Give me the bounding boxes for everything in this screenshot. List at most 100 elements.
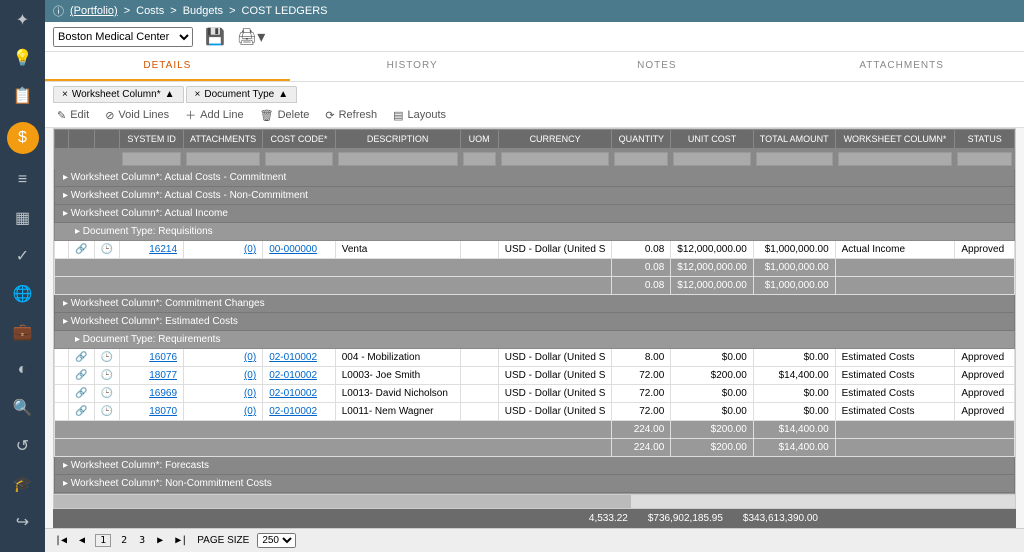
filter-input[interactable]: [756, 152, 833, 166]
nav-search[interactable]: 🔍: [11, 396, 35, 420]
tab-attachments[interactable]: ATTACHMENTS: [779, 52, 1024, 81]
filter-input[interactable]: [838, 152, 953, 166]
group-row[interactable]: ▸ Worksheet Column*: Actual Costs - Comm…: [55, 169, 1015, 187]
link-icon[interactable]: 🔗: [69, 367, 94, 385]
clock-icon[interactable]: 🕒: [94, 367, 119, 385]
col-sysid[interactable]: SYSTEM ID: [120, 130, 184, 149]
delete-button[interactable]: 🗑Delete: [260, 107, 310, 123]
nav-exit[interactable]: ↪: [11, 510, 35, 534]
pager-page-2[interactable]: 2: [119, 535, 129, 546]
link-icon[interactable]: 🔗: [69, 241, 94, 259]
filter-input[interactable]: [463, 152, 496, 166]
cell-sysid[interactable]: 16969: [120, 385, 184, 403]
pager-first[interactable]: |◀: [53, 535, 69, 546]
page-size-select[interactable]: 250: [257, 533, 296, 548]
filter-input[interactable]: [265, 152, 333, 166]
filter-remove-icon[interactable]: ×: [195, 89, 201, 100]
pager-page-3[interactable]: 3: [137, 535, 147, 546]
col-curr[interactable]: CURRENCY: [498, 130, 612, 149]
col-qty[interactable]: QUANTITY: [612, 130, 671, 149]
scrollbar-thumb[interactable]: [54, 495, 631, 508]
horizontal-scrollbar[interactable]: [53, 495, 1016, 509]
edit-button[interactable]: ✎Edit: [57, 107, 89, 123]
nav-history[interactable]: ↺: [11, 434, 35, 458]
crumb-portfolio[interactable]: (Portfolio): [70, 5, 118, 17]
cell-costcode[interactable]: 02-010002: [263, 385, 336, 403]
filter-input[interactable]: [122, 152, 181, 166]
cell-sysid[interactable]: 16076: [120, 349, 184, 367]
clock-icon[interactable]: 🕒: [94, 349, 119, 367]
cell-attach[interactable]: (0): [184, 385, 263, 403]
nav-list[interactable]: ≡: [11, 168, 35, 192]
nav-learn[interactable]: 🎓: [11, 472, 35, 496]
pager-page-1[interactable]: 1: [95, 534, 111, 547]
link-icon[interactable]: 🔗: [69, 349, 94, 367]
filter-input[interactable]: [957, 152, 1012, 166]
nav-contrast[interactable]: ◐: [11, 358, 35, 382]
cell-attach[interactable]: (0): [184, 367, 263, 385]
nav-check[interactable]: ✓: [11, 244, 35, 268]
group-row[interactable]: ▸ Worksheet Column*: Forecasts: [55, 457, 1015, 475]
nav-ideas[interactable]: 💡: [11, 46, 35, 70]
subgroup-row[interactable]: ▸ Document Type: Requirements: [55, 331, 1015, 349]
crumb-costs[interactable]: Costs: [136, 5, 164, 17]
col-unit[interactable]: UNIT COST: [671, 130, 754, 149]
col-desc[interactable]: DESCRIPTION: [335, 130, 460, 149]
col-total[interactable]: TOTAL AMOUNT: [753, 130, 835, 149]
project-select[interactable]: Boston Medical Center: [53, 27, 193, 47]
col-cost[interactable]: COST CODE*: [263, 130, 336, 149]
pager-next[interactable]: ▶: [155, 535, 165, 546]
tab-details[interactable]: DETAILS: [45, 52, 290, 81]
filter-input[interactable]: [501, 152, 610, 166]
cell-sysid[interactable]: 16214: [120, 241, 184, 259]
cell-costcode[interactable]: 00-000000: [263, 241, 336, 259]
nav-logo[interactable]: ✦: [11, 8, 35, 32]
filter-input[interactable]: [186, 152, 260, 166]
nav-biz[interactable]: 💼: [11, 320, 35, 344]
info-icon[interactable]: ⓘ: [53, 3, 64, 19]
group-row[interactable]: ▸ Worksheet Column*: Commitment Changes: [55, 295, 1015, 313]
col-wc[interactable]: WORKSHEET COLUMN*: [835, 130, 955, 149]
col-uom[interactable]: UOM: [460, 130, 498, 149]
clock-icon[interactable]: 🕒: [94, 241, 119, 259]
clock-icon[interactable]: 🕒: [94, 403, 119, 421]
pager-last[interactable]: ▶|: [173, 535, 189, 546]
cell-attach[interactable]: (0): [184, 241, 263, 259]
layouts-button[interactable]: ▤Layouts: [393, 107, 446, 123]
col-status[interactable]: STATUS: [955, 130, 1015, 149]
link-icon[interactable]: 🔗: [69, 403, 94, 421]
group-row[interactable]: ▸ Worksheet Column*: Estimated Costs: [55, 313, 1015, 331]
add-line-button[interactable]: ＋Add Line: [185, 107, 243, 123]
clock-icon[interactable]: 🕒: [94, 385, 119, 403]
link-icon[interactable]: 🔗: [69, 385, 94, 403]
save-icon[interactable]: 💾: [205, 27, 225, 47]
crumb-budgets[interactable]: Budgets: [183, 5, 223, 17]
col-attach[interactable]: ATTACHMENTS: [184, 130, 263, 149]
filter-input[interactable]: [338, 152, 458, 166]
nav-costs[interactable]: $: [7, 122, 39, 154]
filter-input[interactable]: [614, 152, 668, 166]
filter-remove-icon[interactable]: ×: [62, 89, 68, 100]
nav-grid[interactable]: ▦: [11, 206, 35, 230]
cell-attach[interactable]: (0): [184, 403, 263, 421]
tab-history[interactable]: HISTORY: [290, 52, 535, 81]
tab-notes[interactable]: NOTES: [535, 52, 780, 81]
subgroup-row[interactable]: ▸ Document Type: Requisitions: [55, 223, 1015, 241]
filter-worksheet-column[interactable]: × Worksheet Column* ▲: [53, 86, 184, 103]
group-row[interactable]: ▸ Worksheet Column*: Actual Costs - Non-…: [55, 187, 1015, 205]
group-row[interactable]: ▸ Worksheet Column*: Non-Commitment Cost…: [55, 475, 1015, 493]
nav-globe[interactable]: 🌐: [11, 282, 35, 306]
refresh-button[interactable]: ⟳Refresh: [325, 107, 377, 123]
group-row[interactable]: ▸ Worksheet Column*: Actual Income: [55, 205, 1015, 223]
cell-attach[interactable]: (0): [184, 349, 263, 367]
cell-costcode[interactable]: 02-010002: [263, 367, 336, 385]
filter-document-type[interactable]: × Document Type ▲: [186, 86, 298, 103]
nav-docs[interactable]: 📋: [11, 84, 35, 108]
cell-costcode[interactable]: 02-010002: [263, 403, 336, 421]
pager-prev[interactable]: ◀: [77, 535, 87, 546]
cell-sysid[interactable]: 18077: [120, 367, 184, 385]
print-icon[interactable]: 🖨▾: [237, 27, 265, 47]
void-lines-button[interactable]: ⊘Void Lines: [105, 107, 169, 123]
cell-sysid[interactable]: 18070: [120, 403, 184, 421]
filter-input[interactable]: [673, 152, 751, 166]
